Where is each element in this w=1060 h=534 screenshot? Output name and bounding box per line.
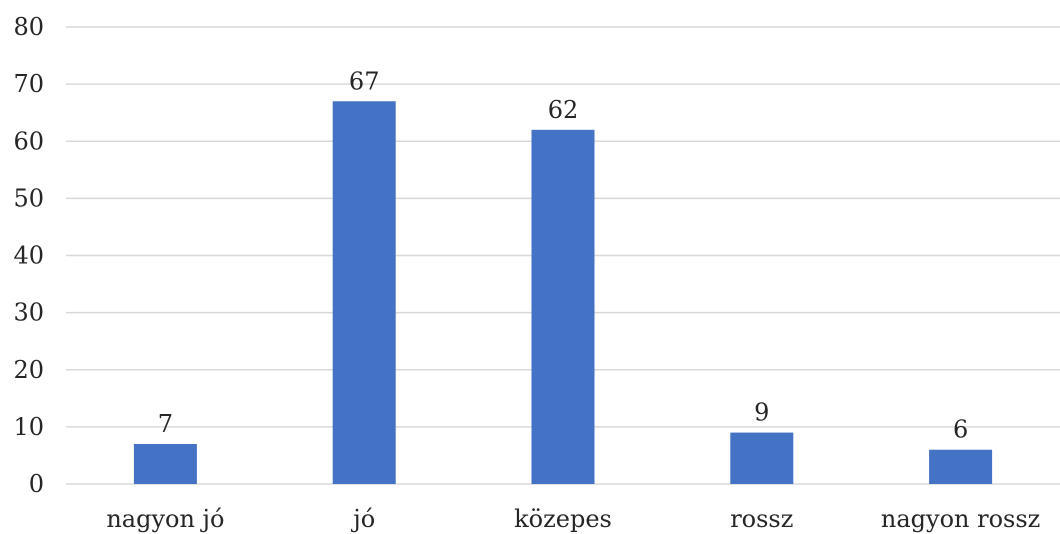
bar-jó <box>332 101 396 484</box>
y-tick-label-60: 60 <box>13 127 44 155</box>
data-label-rossz: 9 <box>754 399 769 427</box>
y-axis-tick-labels: 0 10 20 30 40 50 60 70 80 <box>13 13 44 498</box>
data-labels: 7 67 62 9 6 <box>158 67 968 443</box>
data-label-nagyon-jó: 7 <box>158 410 173 438</box>
y-tick-label-20: 20 <box>13 356 44 384</box>
y-tick-label-30: 30 <box>13 299 44 327</box>
x-tick-label-jó: jó <box>350 505 375 533</box>
x-axis-category-labels: nagyon jó jó közepes rossz nagyon rossz <box>106 505 1040 533</box>
y-tick-label-50: 50 <box>13 184 44 212</box>
x-tick-label-közepes: közepes <box>514 505 612 533</box>
data-label-közepes: 62 <box>548 96 579 124</box>
x-tick-label-nagyon-rossz: nagyon rossz <box>881 505 1040 533</box>
bar-rossz <box>730 432 794 484</box>
bar-nagyon-rossz <box>929 449 993 484</box>
bar-nagyon-jó <box>133 444 197 484</box>
y-tick-label-0: 0 <box>29 470 44 498</box>
x-tick-label-rossz: rossz <box>730 505 793 533</box>
data-label-jó: 67 <box>349 67 380 95</box>
bar-közepes <box>531 129 595 484</box>
y-tick-label-40: 40 <box>13 242 44 270</box>
y-tick-label-70: 70 <box>13 70 44 98</box>
bars <box>133 101 993 484</box>
x-tick-label-nagyon-jó: nagyon jó <box>106 505 224 533</box>
data-label-nagyon-rossz: 6 <box>953 416 968 444</box>
y-tick-label-10: 10 <box>13 413 44 441</box>
y-tick-label-80: 80 <box>13 13 44 41</box>
